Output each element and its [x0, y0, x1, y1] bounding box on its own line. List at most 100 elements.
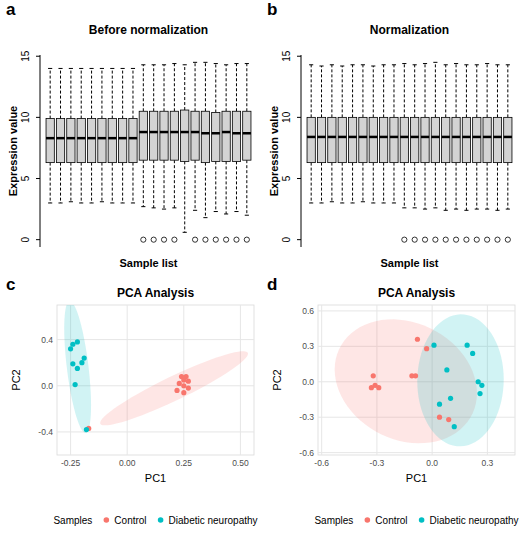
box	[139, 111, 147, 160]
chart-title: Before normalization	[89, 23, 208, 37]
lower-cap	[110, 202, 114, 203]
median	[129, 137, 137, 140]
lower-cap	[485, 209, 489, 210]
y-tick-label: 10	[20, 111, 31, 123]
box	[390, 117, 398, 162]
median	[504, 136, 512, 139]
y-tick-label: -0.4	[38, 427, 53, 437]
x-tick-label: -0.6	[314, 458, 329, 468]
outlier	[474, 237, 479, 242]
median	[77, 137, 85, 140]
x-axis-label: PC1	[145, 472, 166, 484]
confidence-ellipse	[64, 305, 91, 433]
upper-cap	[371, 66, 375, 67]
lower-whisker	[226, 161, 227, 214]
x-axis-label: Sample list	[380, 257, 438, 269]
lower-cap	[402, 207, 406, 208]
lower-cap	[79, 202, 83, 203]
y-tick	[297, 56, 301, 57]
upper-whisker	[174, 64, 175, 112]
outlier	[485, 237, 490, 242]
box	[150, 111, 158, 160]
median	[390, 136, 398, 139]
box	[181, 110, 189, 161]
outlier	[402, 237, 407, 242]
box	[212, 112, 220, 161]
median	[139, 131, 147, 134]
y-tick	[297, 239, 301, 240]
outlier	[141, 237, 146, 242]
median	[212, 132, 220, 135]
upper-whisker	[153, 65, 154, 111]
lower-whisker	[91, 163, 92, 203]
legend-marker	[104, 517, 110, 523]
median	[118, 137, 126, 140]
point	[186, 385, 191, 390]
upper-whisker	[246, 64, 247, 112]
y-tick-label: 5	[20, 175, 31, 181]
upper-whisker	[383, 65, 384, 118]
y-tick	[297, 117, 301, 118]
x-tick-label: -0.3	[370, 458, 385, 468]
upper-cap	[121, 68, 125, 69]
box	[442, 117, 450, 162]
upper-whisker	[373, 66, 374, 117]
upper-whisker	[352, 65, 353, 118]
lower-whisker	[393, 163, 394, 203]
legend-label: Diabetic neuropathy	[430, 515, 519, 526]
box	[400, 117, 408, 162]
y-tick-label: 10	[281, 111, 292, 123]
median	[98, 137, 106, 140]
box	[160, 111, 168, 160]
lower-whisker	[60, 163, 61, 203]
grid-line	[127, 305, 128, 455]
lower-whisker	[122, 163, 123, 203]
outlier	[224, 237, 229, 242]
median	[328, 136, 336, 139]
upper-whisker	[311, 65, 312, 118]
box	[307, 117, 315, 162]
y-tick-label: 15	[281, 50, 292, 62]
y-axis-line	[40, 55, 41, 247]
y-tick	[36, 56, 40, 57]
upper-whisker	[205, 62, 206, 111]
lower-cap	[214, 211, 218, 212]
x-tick-label: 0.00	[119, 458, 136, 468]
box	[379, 117, 387, 162]
legend-title: Samples	[314, 515, 353, 526]
outlier	[464, 237, 469, 242]
point	[437, 402, 442, 407]
point	[376, 385, 381, 390]
box	[504, 117, 512, 162]
y-tick-label: 5	[281, 175, 292, 181]
lower-whisker	[425, 163, 426, 209]
lower-cap	[162, 209, 166, 210]
point	[75, 339, 80, 344]
upper-cap	[183, 64, 187, 65]
upper-whisker	[487, 64, 488, 118]
upper-whisker	[226, 65, 227, 111]
lower-cap	[413, 207, 417, 208]
median	[452, 136, 460, 139]
upper-whisker	[414, 65, 415, 118]
lower-whisker	[236, 161, 237, 211]
upper-cap	[309, 64, 313, 65]
upper-whisker	[435, 62, 436, 117]
median	[462, 136, 470, 139]
x-tick-label: 0.0	[426, 458, 438, 468]
chart-title: PCA Analysis	[378, 286, 455, 300]
outlier	[234, 237, 239, 242]
median	[483, 136, 491, 139]
outlier	[453, 237, 458, 242]
upper-whisker	[70, 68, 71, 118]
y-tick	[297, 178, 301, 179]
box	[359, 117, 367, 162]
grid-line	[318, 310, 515, 311]
median	[307, 136, 315, 139]
grid-line	[57, 339, 254, 340]
point	[444, 367, 449, 372]
lower-whisker	[414, 163, 415, 208]
upper-cap	[58, 68, 62, 69]
upper-cap	[110, 68, 114, 69]
median	[181, 131, 189, 134]
